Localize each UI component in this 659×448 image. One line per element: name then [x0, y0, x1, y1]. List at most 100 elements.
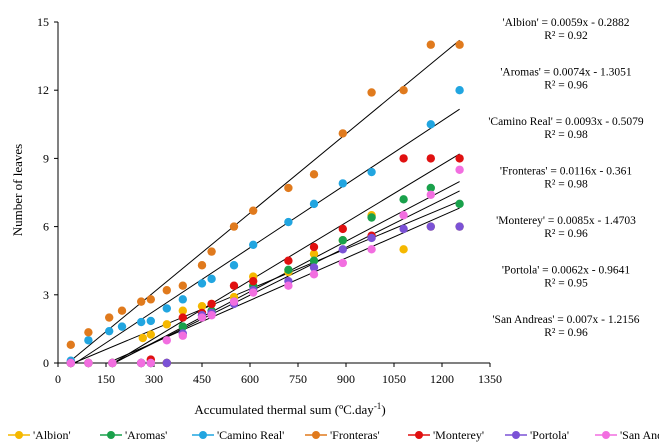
r-squared-text: R² = 0.95 — [544, 278, 588, 290]
x-axis-title: Accumulated thermal sum (ºC.day-1) — [194, 401, 385, 417]
data-point — [249, 276, 258, 286]
data-point — [309, 256, 319, 265]
data-point — [117, 322, 127, 331]
data-point — [309, 270, 319, 279]
data-point — [309, 242, 319, 252]
data-point — [105, 313, 114, 322]
data-point — [146, 295, 155, 304]
r-squared-text: R² = 0.96 — [544, 327, 588, 339]
x-axis-title-main: Accumulated thermal sum (ºC.day — [194, 402, 374, 417]
data-point — [66, 340, 76, 350]
y-tick-label: 12 — [37, 83, 49, 97]
r-squared-text: R² = 0.98 — [544, 179, 588, 191]
data-point — [66, 358, 76, 368]
data-point — [84, 328, 93, 337]
data-point — [338, 224, 347, 234]
legend-label: 'San Andreas' — [620, 428, 659, 442]
data-point — [146, 358, 155, 368]
data-point — [229, 222, 239, 231]
x-tick-label: 600 — [241, 372, 259, 386]
equation-text: 'Aromas' = 0.0074x - 1.3051 — [500, 67, 632, 79]
legend-marker — [602, 431, 610, 439]
data-point — [178, 313, 187, 322]
equation-text: 'Monterey' = 0.0085x - 1.4703 — [496, 215, 636, 227]
data-point — [426, 40, 435, 49]
data-point — [455, 154, 464, 163]
equation-text: 'Fronteras' = 0.0116x - 0.361 — [500, 166, 632, 178]
data-point — [197, 279, 207, 288]
data-point — [84, 336, 93, 345]
data-point — [309, 263, 319, 272]
data-point — [399, 211, 408, 220]
data-point — [207, 274, 216, 284]
y-tick-label: 9 — [43, 151, 49, 165]
data-point — [207, 247, 216, 256]
equation-text: 'Albion' = 0.0059x - 0.2882 — [503, 17, 630, 29]
data-point — [309, 199, 319, 209]
data-point — [162, 304, 171, 313]
legend-marker — [512, 431, 520, 439]
data-point — [162, 358, 171, 368]
data-point — [455, 40, 464, 49]
data-point — [426, 154, 435, 163]
data-point — [178, 281, 187, 290]
legend-label: 'Camino Real' — [217, 428, 284, 442]
data-point — [178, 295, 187, 304]
legend-label: 'Fronteras' — [330, 428, 380, 442]
data-point — [309, 249, 319, 259]
data-point — [229, 261, 239, 270]
x-axis-title-close: ) — [381, 402, 385, 417]
data-point — [367, 167, 376, 177]
data-point — [426, 190, 435, 199]
trendline — [67, 39, 460, 364]
legend-marker — [15, 431, 23, 439]
data-point — [338, 245, 347, 254]
data-point — [399, 86, 408, 95]
legend-label: 'Monterey' — [433, 428, 484, 442]
legend-marker — [107, 431, 115, 439]
equation-text: 'San Andreas' = 0.007x - 1.2156 — [492, 314, 639, 326]
y-tick-label: 15 — [37, 15, 49, 29]
data-point — [146, 330, 155, 339]
legend-label: 'Portola' — [530, 428, 569, 442]
data-point — [367, 233, 376, 243]
trendline — [75, 108, 460, 364]
data-point — [249, 240, 258, 249]
data-point — [207, 299, 216, 309]
data-point — [162, 320, 171, 329]
data-point — [137, 317, 146, 327]
data-point — [178, 322, 187, 331]
data-point — [229, 281, 239, 290]
data-point — [197, 261, 207, 270]
data-point — [338, 236, 347, 245]
data-point — [399, 245, 408, 254]
data-point — [367, 213, 376, 222]
y-tick-label: 0 — [43, 356, 49, 370]
x-tick-label: 1050 — [382, 372, 406, 386]
data-point — [108, 358, 117, 368]
legend-marker — [312, 431, 320, 439]
data-point — [162, 336, 171, 345]
x-axis-title-superscript: -1 — [374, 401, 382, 411]
data-point — [197, 313, 207, 322]
y-tick-label: 3 — [43, 288, 49, 302]
equation-text: 'Portola' = 0.0062x - 0.9641 — [502, 265, 630, 277]
data-point — [399, 224, 408, 234]
data-point — [178, 306, 187, 315]
data-point — [399, 154, 408, 163]
data-point — [367, 245, 376, 254]
data-point — [399, 195, 408, 204]
data-point — [284, 281, 293, 290]
legend-marker — [415, 431, 423, 439]
data-point — [207, 311, 216, 320]
r-squared-text: R² = 0.98 — [544, 129, 588, 141]
legend: 'Albion' 'Aromas' 'Camino Real' 'Fronteras'… — [8, 428, 659, 442]
data-point — [178, 331, 187, 340]
trendline — [73, 200, 460, 364]
data-point — [162, 286, 171, 295]
r-squared-text: R² = 0.96 — [544, 228, 588, 240]
data-point — [284, 217, 293, 227]
data-point — [284, 256, 293, 265]
legend-label: 'Albion' — [33, 428, 71, 442]
